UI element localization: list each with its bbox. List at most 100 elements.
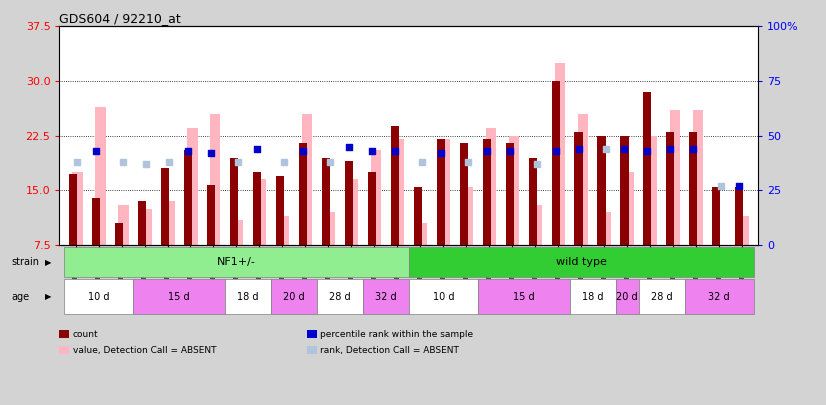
Bar — [161, 168, 169, 245]
Text: wild type: wild type — [556, 257, 607, 267]
Bar — [552, 81, 559, 245]
Bar — [477, 279, 570, 314]
Bar — [409, 247, 753, 277]
Bar — [620, 136, 629, 245]
Point — [388, 148, 401, 154]
Bar — [690, 132, 697, 245]
Bar — [624, 172, 634, 245]
Bar — [344, 161, 353, 245]
Bar — [578, 114, 588, 245]
Point — [116, 159, 130, 165]
Bar — [735, 187, 743, 245]
Bar — [570, 279, 615, 314]
Bar — [409, 279, 477, 314]
Text: GDS604 / 92210_at: GDS604 / 92210_at — [59, 12, 181, 25]
Bar — [95, 107, 106, 245]
Point — [549, 148, 563, 154]
Text: 20 d: 20 d — [283, 292, 305, 302]
Bar — [601, 212, 611, 245]
Bar — [141, 209, 151, 245]
Bar — [64, 247, 409, 277]
Text: strain: strain — [12, 257, 40, 267]
Point — [618, 145, 631, 152]
Bar — [317, 279, 363, 314]
Text: 28 d: 28 d — [651, 292, 672, 302]
Bar — [64, 279, 133, 314]
Point — [462, 159, 475, 165]
Bar — [72, 172, 83, 245]
Point — [600, 145, 613, 152]
Bar — [712, 187, 720, 245]
Text: 28 d: 28 d — [329, 292, 351, 302]
Text: 32 d: 32 d — [375, 292, 396, 302]
Bar — [437, 139, 444, 245]
Bar — [685, 279, 753, 314]
Bar — [440, 139, 450, 245]
Text: NF1+/-: NF1+/- — [217, 257, 256, 267]
Point — [296, 148, 309, 154]
Bar — [414, 187, 421, 245]
Bar — [188, 128, 197, 245]
Point — [232, 159, 245, 165]
Bar — [210, 114, 221, 245]
Bar — [693, 110, 703, 245]
Text: count: count — [73, 330, 98, 339]
Text: percentile rank within the sample: percentile rank within the sample — [320, 330, 473, 339]
Bar — [482, 139, 491, 245]
Bar — [391, 126, 399, 245]
Point — [140, 161, 153, 167]
Bar — [92, 198, 100, 245]
Text: 18 d: 18 d — [237, 292, 259, 302]
Bar — [368, 172, 376, 245]
Bar — [615, 279, 638, 314]
Text: rank, Detection Call = ABSENT: rank, Detection Call = ABSENT — [320, 346, 459, 355]
Text: value, Detection Call = ABSENT: value, Detection Call = ABSENT — [73, 346, 216, 355]
Point — [250, 145, 263, 152]
Point — [641, 148, 654, 154]
Bar — [506, 143, 514, 245]
Bar — [575, 132, 582, 245]
Bar — [738, 216, 749, 245]
Point — [687, 145, 700, 152]
Bar — [463, 187, 473, 245]
Bar — [115, 223, 123, 245]
Point — [572, 145, 585, 152]
Text: 18 d: 18 d — [582, 292, 604, 302]
Bar — [302, 114, 312, 245]
Point — [89, 148, 102, 154]
Bar — [670, 110, 681, 245]
Bar — [183, 150, 192, 245]
Bar — [486, 128, 496, 245]
Bar — [532, 205, 543, 245]
Point — [181, 148, 194, 154]
Point — [714, 183, 728, 189]
Bar — [225, 279, 271, 314]
Bar — [647, 136, 657, 245]
Point — [733, 183, 746, 189]
Point — [434, 150, 447, 156]
Bar — [638, 279, 685, 314]
Bar — [276, 176, 283, 245]
Bar — [417, 223, 427, 245]
Bar — [118, 205, 129, 245]
Bar — [69, 174, 77, 245]
Text: 20 d: 20 d — [616, 292, 638, 302]
Point — [530, 161, 544, 167]
Bar — [363, 279, 409, 314]
Text: ▶: ▶ — [45, 292, 51, 301]
Bar — [138, 201, 145, 245]
Bar — [271, 279, 317, 314]
Point — [278, 159, 291, 165]
Text: 10 d: 10 d — [433, 292, 454, 302]
Bar — [716, 245, 726, 249]
Text: age: age — [12, 292, 30, 302]
Bar — [133, 279, 225, 314]
Bar — [164, 201, 174, 245]
Point — [503, 148, 516, 154]
Bar — [529, 158, 537, 245]
Point — [204, 150, 217, 156]
Text: 32 d: 32 d — [709, 292, 730, 302]
Point — [324, 159, 337, 165]
Bar — [233, 220, 244, 245]
Bar — [230, 158, 238, 245]
